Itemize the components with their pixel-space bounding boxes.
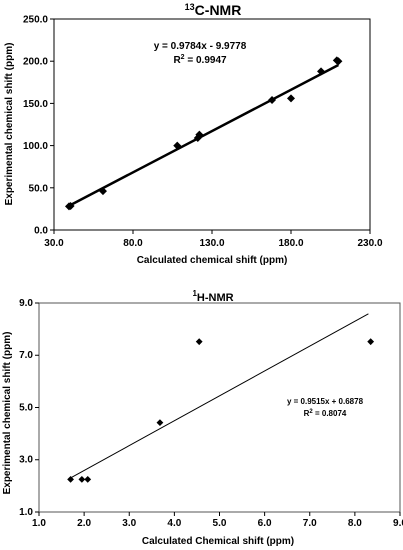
c13-data-point	[334, 57, 343, 66]
c13-data-point	[287, 94, 295, 103]
h1-x-tick-label: 7.0	[303, 518, 317, 529]
h1-x-tick-label: 8.0	[348, 518, 362, 529]
h1-x-axis-label: Calculated Chemical shift (ppm)	[142, 536, 294, 547]
c13-title-isotope: 13	[185, 2, 195, 12]
h1-x-tick-label: 9.0	[393, 518, 403, 529]
c13-data-point	[317, 67, 326, 76]
h1-equation: y = 0.9515x + 0.6878	[287, 397, 364, 406]
h1-y-tick-label: 3.0	[19, 455, 33, 466]
c13-y-axis-label: Experimental chemical shift (ppm)	[4, 43, 15, 206]
h1-x-tick-label: 3.0	[122, 518, 136, 529]
c13-r2-label: R	[173, 55, 181, 66]
h1-r2-value: = 0.8074	[313, 409, 347, 418]
c13-x-tick-label: 230.0	[357, 238, 382, 249]
c13-data-point	[98, 187, 107, 196]
c13-equation: y = 0.9784x - 9.9778	[154, 41, 247, 52]
h1-chart-title: 1H-NMR	[192, 289, 233, 304]
c13-x-tick-label: 80.0	[123, 238, 143, 249]
c13-data-points	[65, 56, 343, 211]
h1-data-point	[67, 475, 74, 483]
h1-r2-sup: 2	[309, 409, 313, 415]
h1-plot-frame	[38, 302, 401, 513]
c13-x-axis-label: Calculated chemical shift (ppm)	[137, 255, 288, 266]
h1-y-axis-label: Experimental chemical shift (ppm)	[2, 332, 13, 495]
h1-chart: 1H-NMR 1.0 3.0 5.0 7.0 9.0 1.0 2.0 3.0 4.0 5.0 6.…	[2, 289, 403, 547]
c13-title-text: C-NMR	[195, 2, 242, 18]
c13-y-tick-label: 250.0	[23, 15, 48, 26]
c13-chart-title: 13C-NMR	[185, 2, 242, 18]
h1-x-tick-label: 4.0	[167, 518, 181, 529]
h1-data-point	[84, 475, 92, 483]
c13-data-point	[173, 141, 182, 150]
h1-x-tick-label: 5.0	[213, 518, 227, 529]
h1-y-tick-label: 7.0	[19, 350, 33, 361]
c13-y-ticks: 0.0 50.0 100.0 150.0 200.0 250.0	[23, 15, 54, 237]
c13-x-tick-label: 30.0	[44, 238, 64, 249]
c13-y-tick-label: 200.0	[23, 57, 48, 68]
c13-data-point	[195, 130, 204, 139]
h1-title-isotope: 1	[192, 289, 197, 298]
c13-x-ticks: 30.0 80.0 130.0 180.0 230.0	[44, 230, 383, 249]
h1-data-point	[367, 338, 375, 346]
h1-data-points	[67, 338, 375, 483]
h1-data-point	[195, 338, 203, 346]
h1-x-tick-label: 6.0	[258, 518, 272, 529]
h1-y-ticks: 1.0 3.0 5.0 7.0 9.0	[19, 298, 39, 518]
c13-r2-sup: 2	[181, 54, 185, 61]
h1-data-point	[78, 475, 86, 483]
h1-trendline	[70, 313, 369, 479]
h1-x-ticks: 1.0 2.0 3.0 4.0 5.0 6.0 7.0 8.0 9.0	[32, 512, 403, 529]
c13-chart: 13C-NMR 0.0 50.0 100.0 150.0 200.0 250.0 30.0…	[4, 2, 383, 266]
c13-trendline	[67, 63, 339, 208]
c13-y-tick-label: 50.0	[29, 183, 49, 194]
h1-y-tick-label: 9.0	[19, 298, 33, 309]
c13-r2-value: = 0.9947	[185, 55, 227, 66]
h1-x-tick-label: 2.0	[77, 518, 91, 529]
c13-x-tick-label: 180.0	[278, 238, 303, 249]
h1-r-squared: R2 = 0.8074	[304, 409, 347, 418]
c13-data-point	[66, 201, 75, 210]
c13-y-tick-label: 100.0	[23, 141, 48, 152]
c13-x-tick-label: 130.0	[199, 238, 224, 249]
c13-y-tick-label: 0.0	[34, 226, 48, 237]
h1-r2-label: R	[304, 409, 310, 418]
c13-data-point	[268, 96, 277, 105]
h1-y-tick-label: 5.0	[19, 402, 33, 413]
c13-r-squared: R2 = 0.9947	[173, 54, 227, 66]
h1-y-tick-label: 1.0	[19, 507, 33, 518]
h1-data-point	[156, 419, 164, 427]
h1-title-text: H-NMR	[197, 292, 234, 304]
c13-y-tick-label: 150.0	[23, 99, 48, 110]
h1-x-tick-label: 1.0	[32, 518, 46, 529]
